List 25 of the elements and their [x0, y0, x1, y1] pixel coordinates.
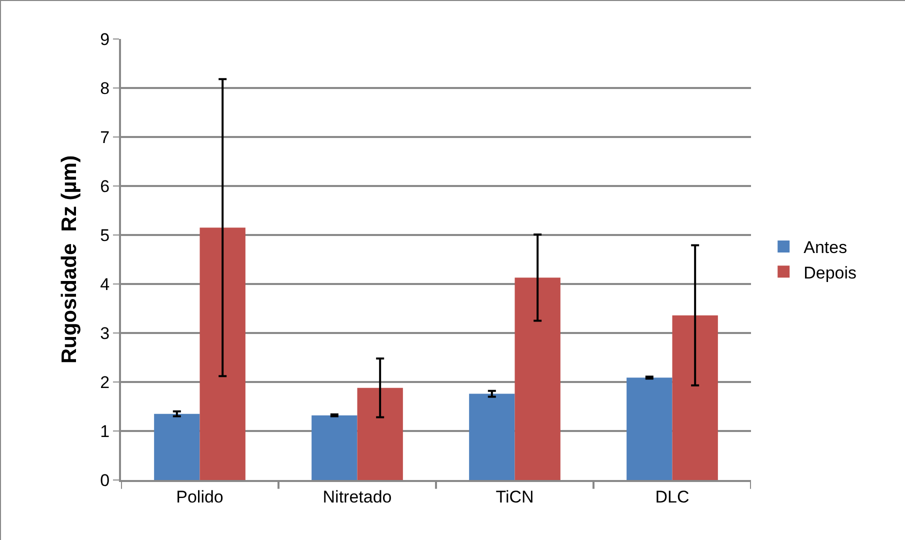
y-tick-label: 0	[100, 470, 110, 490]
legend-label: Antes	[804, 238, 848, 258]
y-tick-label: 8	[100, 78, 110, 98]
y-tick-label: 2	[100, 372, 110, 392]
y-tick-label: 6	[100, 176, 110, 196]
y-tick-label: 9	[100, 30, 110, 49]
y-tick-label: 5	[100, 226, 110, 245]
y-tick-label: 3	[100, 324, 110, 343]
y-tick-label: 7	[100, 128, 110, 147]
x-tick-label: TiCN	[496, 487, 534, 506]
bar	[154, 414, 200, 480]
bar	[626, 378, 672, 480]
bar	[514, 278, 560, 480]
legend-label: Depois	[804, 263, 857, 282]
bar	[672, 315, 718, 480]
bar	[469, 394, 515, 480]
bar	[312, 415, 358, 480]
y-tick-label: 1	[100, 422, 110, 441]
x-tick-label: Polido	[176, 487, 224, 506]
x-tick-label: DLC	[655, 487, 690, 506]
bar	[357, 388, 403, 480]
x-tick-label: Nitretado	[322, 487, 392, 506]
y-tick-label: 4	[100, 274, 110, 294]
bar	[200, 228, 246, 480]
y-axis-title: Rugosidade Rz (µm)	[58, 155, 81, 364]
